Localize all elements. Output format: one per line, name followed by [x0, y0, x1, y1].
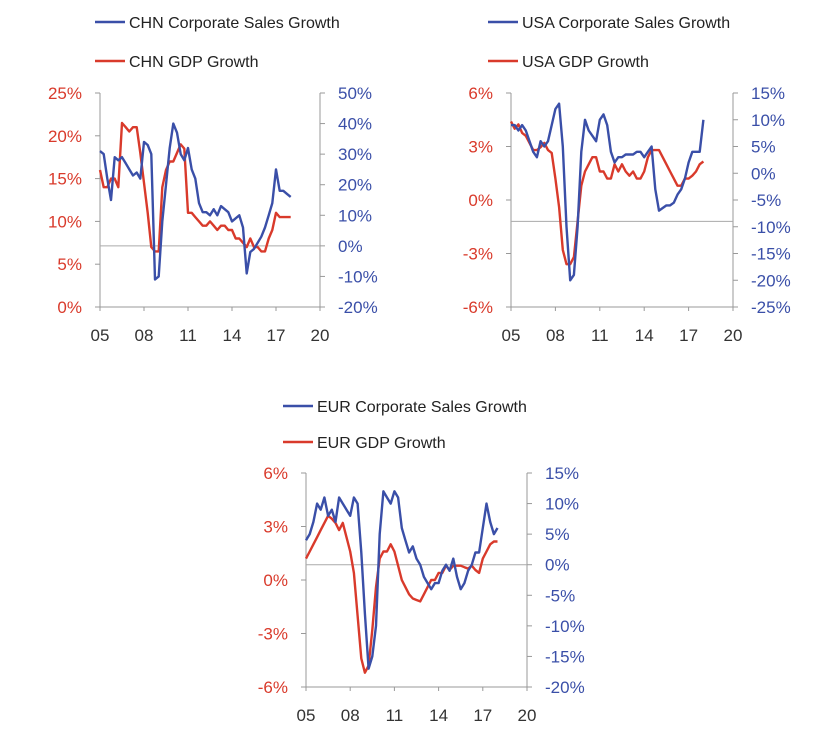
eur-x-tick-label: 05	[297, 706, 316, 725]
chn-legend-sales-label: CHN Corporate Sales Growth	[129, 15, 340, 32]
usa-x-tick-label: 05	[502, 326, 521, 345]
chn-left-tick-label: 10%	[48, 212, 82, 231]
usa-x-tick-label: 14	[635, 326, 654, 345]
eur-legend-sales-label: EUR Corporate Sales Growth	[317, 399, 527, 416]
eur-left-tick-label: -6%	[258, 678, 288, 697]
eur-gdp-growth-line	[304, 514, 498, 674]
eur-left-tick-label: 6%	[263, 464, 288, 483]
chn-sales-growth-line	[99, 122, 292, 281]
eur-right-tick-label: 15%	[545, 464, 579, 483]
chn-right-tick-label: -20%	[338, 298, 378, 317]
eur-right-tick-label: -15%	[545, 647, 585, 666]
usa-right-tick-label: 15%	[751, 84, 785, 103]
chn-left-tick-label: 5%	[57, 255, 82, 274]
eur-left-tick-label: 3%	[263, 518, 288, 537]
chn-legend-gdp-label: CHN GDP Growth	[129, 54, 259, 71]
usa-right-tick-label: -25%	[751, 298, 791, 317]
chn-x-tick-label: 05	[91, 326, 110, 345]
eur-left-tick-label: 0%	[263, 571, 288, 590]
chn-x-tick-label: 20	[311, 326, 330, 345]
usa-x-tick-label: 20	[724, 326, 743, 345]
usa-left-tick-label: -3%	[463, 245, 493, 264]
chn-left-tick-label: 25%	[48, 84, 82, 103]
usa-left-tick-label: 3%	[468, 138, 493, 157]
chn-left-tick-label: 15%	[48, 170, 82, 189]
chn-left-tick-label: 0%	[57, 298, 82, 317]
chn-right-tick-label: -10%	[338, 267, 378, 286]
usa-legend-sales-label: USA Corporate Sales Growth	[522, 15, 730, 32]
eur-x-tick-label: 17	[473, 706, 492, 725]
usa-right-tick-label: 10%	[751, 111, 785, 130]
eur-right-tick-label: -5%	[545, 586, 575, 605]
chn-chart: CHN Corporate Sales Growth CHN GDP Growth…	[48, 15, 378, 345]
chn-x-tick-label: 11	[179, 326, 197, 345]
eur-legend-gdp-label: EUR GDP Growth	[317, 435, 446, 452]
usa-x-tick-label: 08	[546, 326, 565, 345]
usa-left-tick-label: 6%	[468, 84, 493, 103]
eur-right-tick-label: 5%	[545, 525, 570, 544]
eur-right-tick-label: 10%	[545, 495, 579, 514]
usa-right-tick-label: -5%	[751, 191, 781, 210]
usa-left-tick-label: 0%	[468, 191, 493, 210]
chn-right-tick-label: 50%	[338, 84, 372, 103]
eur-left-tick-label: -3%	[258, 625, 288, 644]
eur-sales-growth-line	[304, 490, 499, 670]
usa-left-tick-label: -6%	[463, 298, 493, 317]
chn-right-tick-label: 10%	[338, 206, 372, 225]
chn-right-tick-label: 20%	[338, 176, 372, 195]
chn-gdp-growth-line	[98, 121, 291, 253]
chn-right-tick-label: 0%	[338, 237, 363, 256]
eur-right-tick-label: -10%	[545, 617, 585, 636]
usa-right-tick-label: -20%	[751, 271, 791, 290]
eur-chart: EUR Corporate Sales Growth EUR GDP Growth…	[258, 399, 585, 725]
usa-right-tick-label: 0%	[751, 164, 776, 183]
eur-x-tick-label: 08	[341, 706, 360, 725]
chn-right-tick-label: 40%	[338, 115, 372, 134]
usa-x-tick-label: 11	[591, 326, 609, 345]
eur-x-tick-label: 20	[518, 706, 537, 725]
usa-legend-gdp-label: USA GDP Growth	[522, 54, 649, 71]
usa-right-tick-label: 5%	[751, 138, 776, 157]
usa-right-tick-label: -15%	[751, 245, 791, 264]
chn-left-tick-label: 20%	[48, 127, 82, 146]
eur-right-tick-label: 0%	[545, 556, 570, 575]
eur-right-tick-label: -20%	[545, 678, 585, 697]
usa-chart: USA Corporate Sales Growth USA GDP Growth…	[463, 15, 791, 345]
usa-right-tick-label: -10%	[751, 218, 791, 237]
usa-x-tick-label: 17	[679, 326, 698, 345]
eur-x-tick-label: 11	[386, 706, 404, 725]
chn-x-tick-label: 08	[135, 326, 154, 345]
chn-right-tick-label: 30%	[338, 145, 372, 164]
eur-x-tick-label: 14	[429, 706, 448, 725]
chn-x-tick-label: 14	[223, 326, 242, 345]
usa-sales-growth-line	[511, 102, 705, 282]
chn-x-tick-label: 17	[267, 326, 286, 345]
